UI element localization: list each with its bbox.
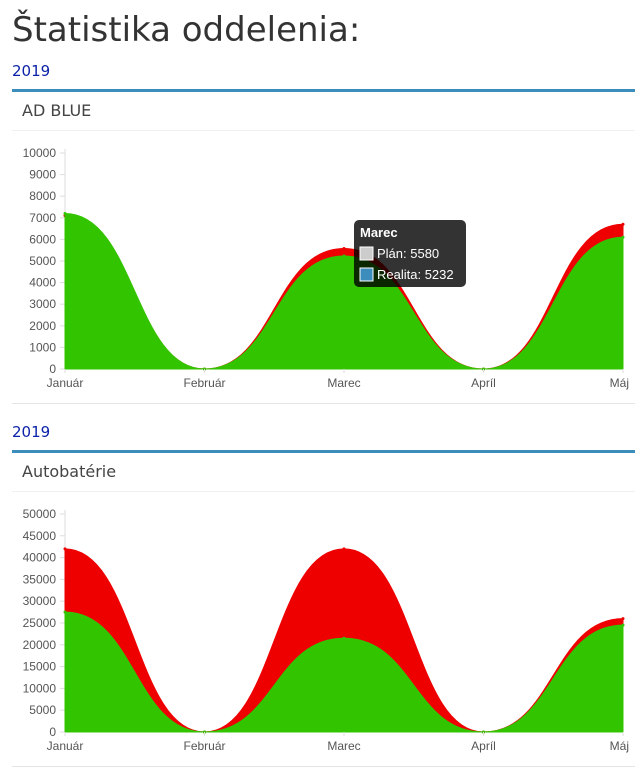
y-tick-label: 9000 [29,168,56,182]
y-tick-label: 5000 [29,703,56,717]
data-point[interactable] [621,617,625,621]
y-tick-label: 0 [49,725,56,739]
x-tick-label: Február [183,376,225,390]
year-link[interactable]: 2019 [12,423,51,441]
data-point[interactable] [63,610,67,614]
page-title: Štatistika oddelenia: [12,10,361,50]
tooltip-row-label: Plán: 5580 [377,246,439,261]
area-series-realita[interactable] [64,212,624,370]
chart-panel-autobaterie: Autobatérie 0 5000 10000 15000 20000 25000 300… [12,450,635,767]
tooltip-row-label: Realita: 5232 [377,267,454,282]
x-tick-label: Január [47,739,84,753]
y-tick-label: 50000 [23,507,57,521]
data-point[interactable] [621,623,625,627]
y-tick-label: 7000 [29,211,56,225]
tooltip-swatch [359,267,374,282]
data-point[interactable] [621,235,625,239]
x-tick-label: Január [47,376,84,390]
year-link[interactable]: 2019 [12,62,51,80]
panel-header: AD BLUE [12,92,635,131]
x-tick-label: Marec [327,739,360,753]
y-tick-label: 15000 [23,660,57,674]
panel-header: Autobatérie [12,453,635,492]
y-tick-label: 6000 [29,232,56,246]
chart-panel-adblue: AD BLUE 0 1000 2000 3000 4000 5000 6000 7000 800… [12,89,635,404]
x-tick-label: Máj [610,739,629,753]
data-point[interactable] [63,211,67,215]
x-tick-label: Marec [327,376,360,390]
y-tick-label: 10000 [23,681,57,695]
y-tick-label: 2000 [29,319,56,333]
area-chart-adblue[interactable]: 0 1000 2000 3000 4000 5000 6000 7000 8000 9000 100… [12,131,635,403]
chart-tooltip: Marec Plán: 5580 Realita: 5232 [354,220,466,287]
y-tick-label: 0 [49,362,56,376]
panel-title: Autobatérie [22,462,117,481]
y-tick-label: 8000 [29,189,56,203]
y-tick-label: 20000 [23,638,57,652]
x-tick-label: Máj [610,376,629,390]
data-point[interactable] [63,547,67,551]
y-tick-label: 5000 [29,254,56,268]
data-point[interactable] [342,246,346,250]
data-point[interactable] [342,636,346,640]
y-tick-label: 45000 [23,529,57,543]
panel-title: AD BLUE [22,101,92,120]
y-tick-label: 30000 [23,594,57,608]
tooltip-background [354,220,466,287]
tooltip-title: Marec [360,225,398,240]
y-tick-label: 4000 [29,276,56,290]
y-tick-label: 25000 [23,616,57,630]
y-tick-label: 40000 [23,551,57,565]
y-tick-label: 10000 [23,146,57,160]
y-tick-label: 1000 [29,340,56,354]
tooltip-swatch [359,246,374,261]
y-tick-label: 3000 [29,297,56,311]
x-tick-label: Február [183,739,225,753]
area-chart-autobaterie[interactable]: 0 5000 10000 15000 20000 25000 30000 35000 40000… [12,492,635,766]
data-point[interactable] [342,254,346,258]
x-tick-label: Apríl [471,739,496,753]
y-tick-label: 35000 [23,572,57,586]
data-point[interactable] [342,547,346,551]
x-tick-label: Apríl [471,376,496,390]
data-point[interactable] [621,222,625,226]
